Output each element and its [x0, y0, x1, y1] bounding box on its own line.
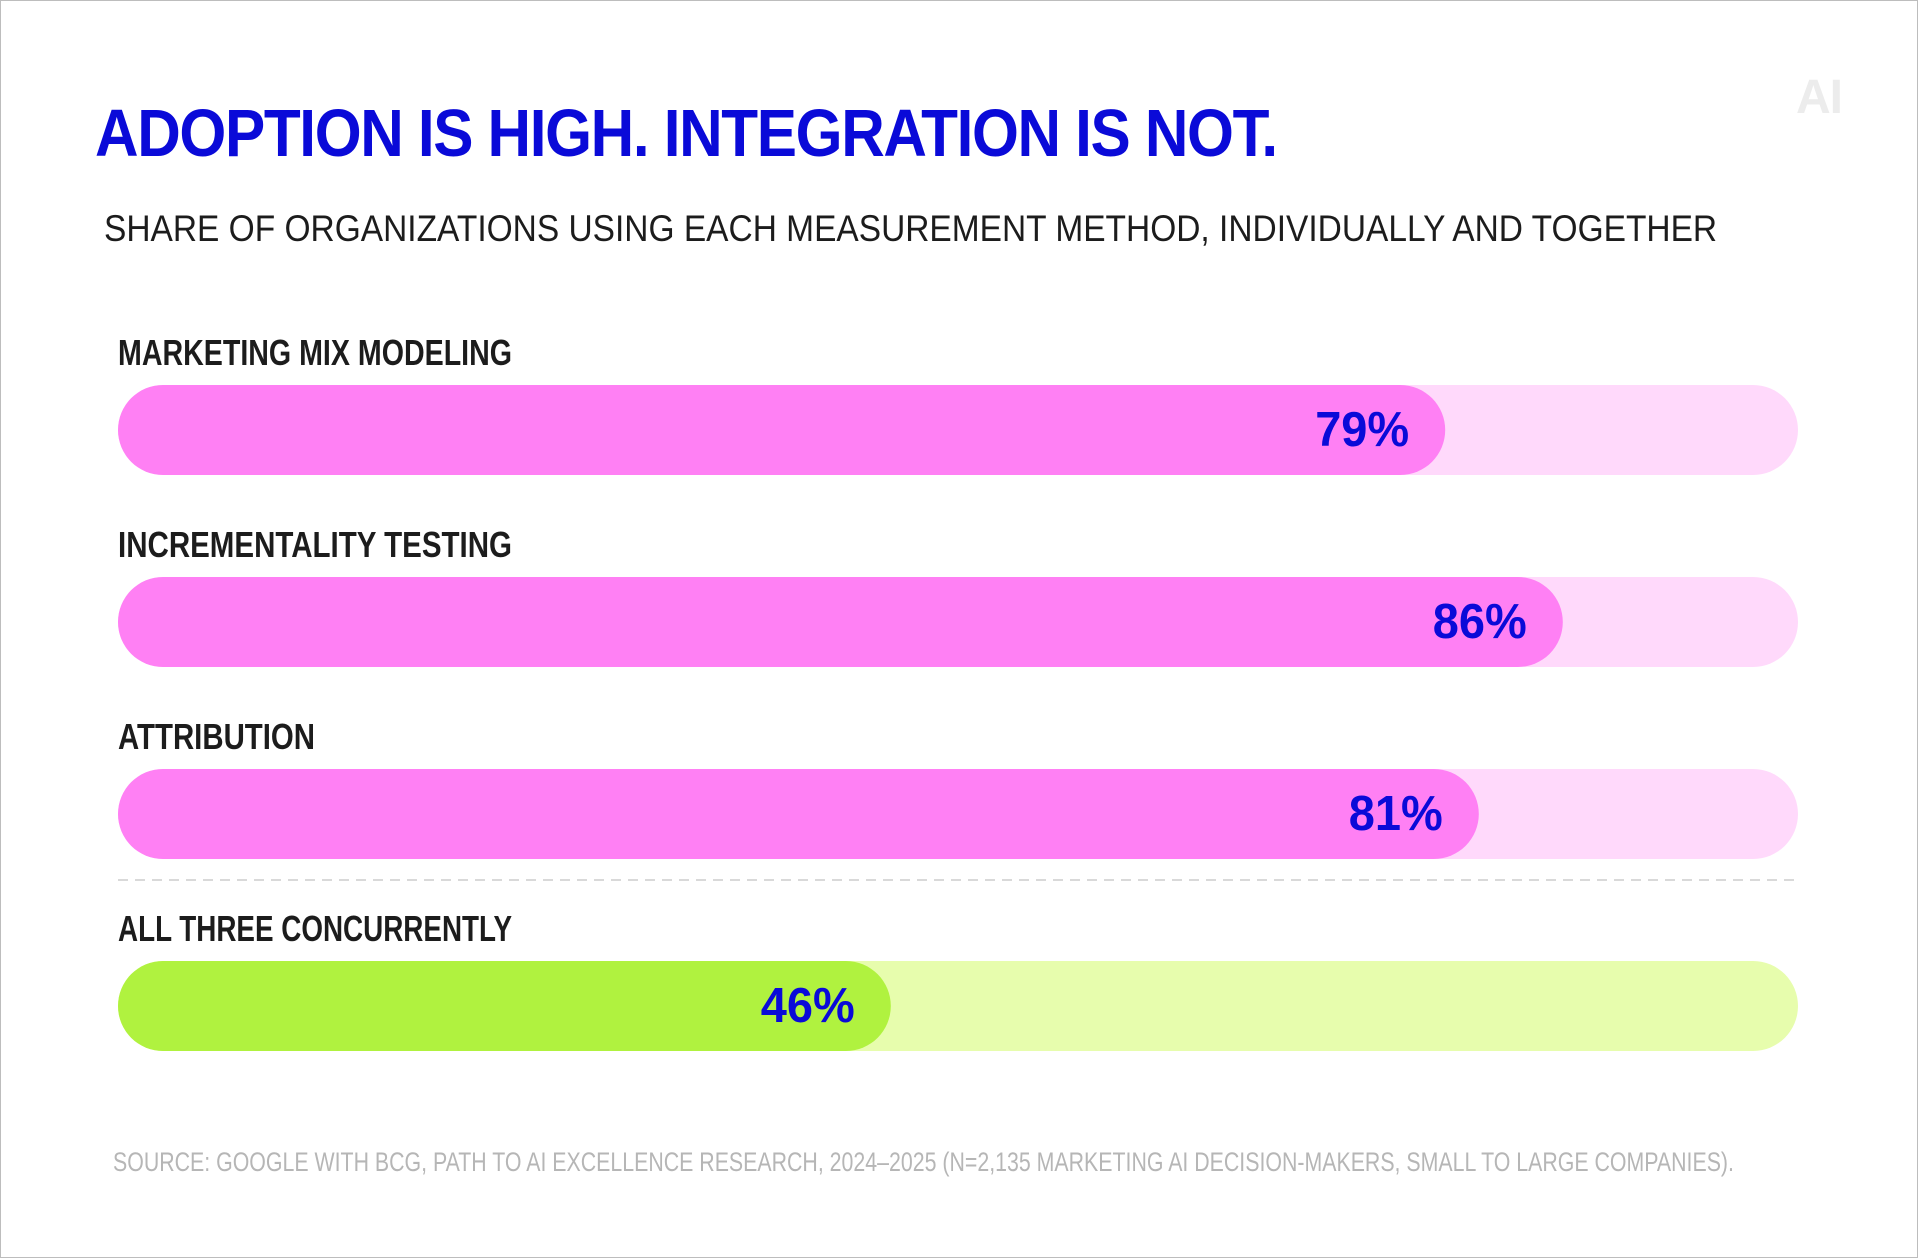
value-label-marketing-mix-modeling: 79%	[1315, 403, 1409, 457]
value-label-all-three-concurrently: 46%	[761, 979, 855, 1033]
bar-attribution	[118, 769, 1479, 859]
category-label-marketing-mix-modeling: MARKETING MIX MODELING	[118, 332, 512, 373]
brand-logo: AI	[1796, 71, 1843, 124]
bar-all-three-concurrently	[118, 961, 891, 1051]
value-label-attribution: 81%	[1349, 787, 1443, 841]
category-label-attribution: ATTRIBUTION	[118, 716, 315, 757]
value-label-incrementality-testing: 86%	[1433, 595, 1527, 649]
bar-incrementality-testing	[118, 577, 1563, 667]
category-label-incrementality-testing: INCREMENTALITY TESTING	[118, 524, 512, 565]
chart-subtitle: SHARE OF ORGANIZATIONS USING EACH MEASUR…	[104, 208, 1718, 249]
chart-title: ADOPTION IS HIGH. INTEGRATION IS NOT.	[95, 96, 1278, 171]
source-note: SOURCE: GOOGLE WITH BCG, PATH TO AI EXCE…	[113, 1147, 1734, 1177]
category-label-all-three-concurrently: ALL THREE CONCURRENTLY	[118, 908, 512, 949]
bar-marketing-mix-modeling	[118, 385, 1446, 475]
